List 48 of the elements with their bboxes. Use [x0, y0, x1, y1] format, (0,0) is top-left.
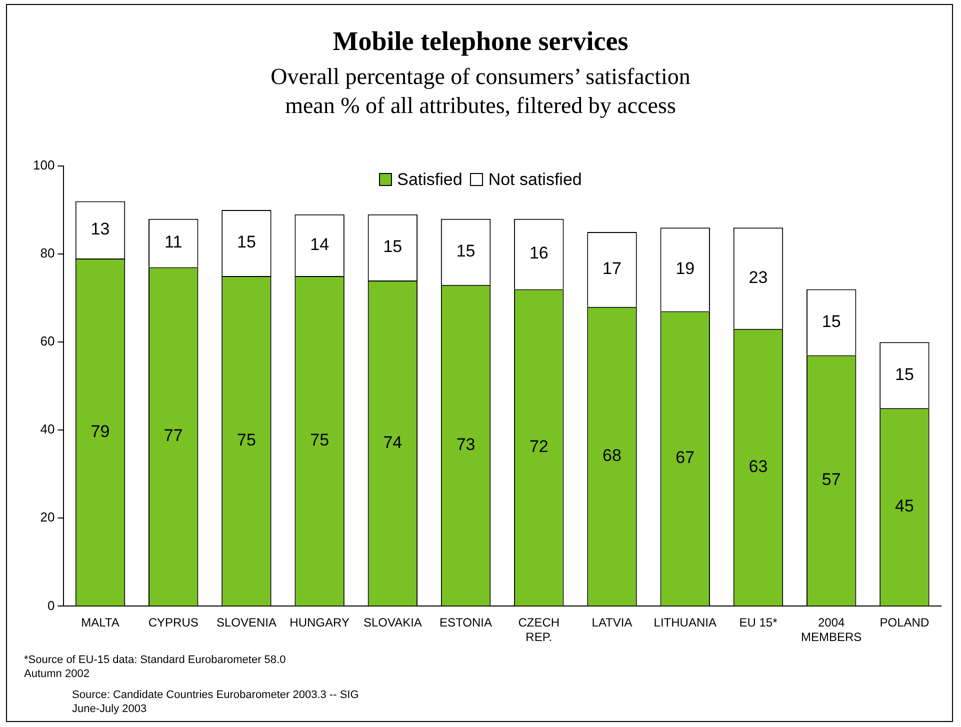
source-note: Source: Candidate Countries Eurobarometer 2003.3 -- SIG June-July 2003	[72, 688, 359, 716]
x-tick-label: LITHUANIA	[654, 616, 716, 630]
data-label: 67	[676, 448, 695, 468]
data-label: 15	[237, 232, 256, 252]
x-tick-label: CZECH REP.	[518, 616, 560, 644]
data-label: 79	[90, 422, 110, 441]
y-tick-label: 0	[47, 598, 55, 613]
data-label: 77	[164, 426, 183, 446]
data-label: 15	[822, 312, 841, 331]
x-tick-label: POLAND	[880, 616, 930, 630]
y-tick-label: 60	[40, 334, 55, 349]
data-label: 45	[894, 496, 914, 516]
text: *Source of EU-15 data: Standard Eurobarometer 58.0 Autumn 2002	[24, 653, 286, 681]
data-label: 75	[237, 430, 256, 450]
chart-title: Mobile telephone services	[332, 26, 630, 57]
data-label: 23	[748, 268, 768, 287]
data-label: 14	[310, 234, 330, 254]
x-tick-label: 2004 MEMBERS	[800, 616, 862, 644]
data-label: 75	[310, 430, 330, 450]
data-label: 19	[676, 259, 695, 278]
x-tick-label: HUNGARY	[290, 616, 350, 630]
x-tick-label: SLOVENIA	[216, 616, 276, 630]
data-label: 16	[529, 244, 548, 263]
data-label: 68	[602, 446, 622, 465]
data-label: 63	[748, 456, 768, 476]
series-label: Not satisfied	[488, 170, 582, 189]
y-tick-label: 100	[32, 158, 55, 173]
x-tick-label: EU 15*	[739, 616, 778, 630]
data-label: 17	[602, 259, 622, 278]
x-tick-label: SLOVAKIA	[363, 616, 422, 630]
data-label: 13	[90, 220, 110, 239]
data-label: 15	[894, 364, 914, 384]
x-tick-label: LATVIA	[592, 616, 632, 630]
x-tick-label: MALTA	[81, 616, 120, 630]
data-label: 15	[456, 242, 476, 261]
data-label: 72	[529, 437, 548, 456]
chart-subtitle: Overall percentage of consumers’ satisfaction mean % of all attributes, filtered by access	[270, 63, 692, 120]
data-label: 11	[164, 232, 182, 252]
legend-label: Satisfied	[397, 170, 462, 189]
data-label: 74	[383, 432, 402, 452]
data-label: 57	[822, 470, 841, 490]
y-tick-label: 40	[40, 422, 55, 437]
data-label: 73	[456, 434, 476, 454]
data-label: 15	[383, 237, 402, 256]
x-tick-label: ESTONIA	[440, 616, 492, 630]
y-tick-label: 20	[40, 510, 55, 525]
x-tick-label: CYPRUS	[148, 616, 198, 630]
y-tick-label: 80	[40, 246, 55, 261]
